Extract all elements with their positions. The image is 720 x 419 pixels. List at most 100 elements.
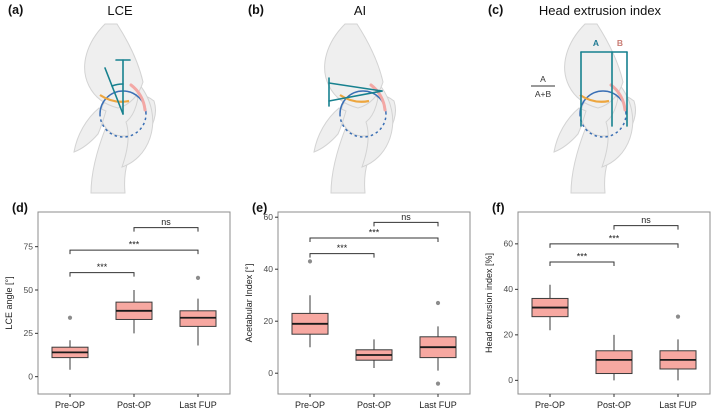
panel-c-tag: (c) [488, 3, 504, 17]
ai-measurement [328, 77, 383, 107]
y-tick-label: 0 [28, 371, 33, 381]
y-axis-title: Head extrusion index [%] [484, 253, 494, 353]
boxplot-head-extrusion: 0 20 40 60 Pre-OP Post-OP Last FUP Head extrusi… [484, 211, 711, 410]
significance-label: *** [577, 252, 588, 262]
panel-f-tag: (f) [492, 201, 505, 215]
x-tick-label: Post-OP [117, 400, 151, 410]
panel-b-title: AI [353, 3, 367, 18]
boxplot-acetabular-index: 0 20 40 60 Pre-OP Post-OP Last FUP Acetabular I… [244, 211, 471, 410]
significance-bracket [309, 253, 375, 258]
hei-measurement: A B [580, 38, 628, 127]
y-tick-label: 50 [24, 285, 34, 295]
head-circle-bottom [339, 113, 387, 138]
x-tick-label: Last FUP [179, 400, 217, 410]
ilium [324, 23, 384, 109]
lce-measurement [104, 59, 131, 115]
significance-bracket [373, 221, 439, 227]
hip-anatomy [553, 23, 636, 194]
y-axis-title: LCE angle [°] [4, 276, 14, 329]
top-row: (a) LCE [0, 0, 720, 200]
significance-label: *** [609, 233, 620, 243]
x-tick-label: Last FUP [419, 400, 457, 410]
x-tick-label: Last FUP [659, 400, 697, 410]
significance-label: *** [369, 228, 380, 238]
significance-label: ns [161, 217, 171, 227]
ilium [84, 23, 144, 109]
sourcil-line [579, 94, 610, 103]
significance-bracket [549, 243, 679, 248]
formula-denominator: A+B [535, 89, 552, 99]
hip-anatomy [73, 23, 156, 194]
outlier-point [435, 381, 441, 386]
pubis [313, 107, 347, 153]
x-tick-label: Pre-OP [535, 400, 565, 410]
significance-bracket [549, 261, 615, 267]
y-tick-label: 75 [24, 241, 34, 251]
outlier-point [435, 300, 441, 306]
y-tick-label: 40 [264, 264, 274, 274]
significance-bracket [309, 237, 439, 242]
y-axis-title: Acetabular Index [°] [244, 264, 254, 343]
bottom-row: (d) 0 25 50 75 Pre-OP Post-OP Last FUP LCE angl… [0, 200, 720, 419]
formula-numerator: A [540, 74, 546, 84]
panel-d: (d) 0 25 50 75 Pre-OP Post-OP Last FUP LCE angl… [0, 200, 240, 419]
significance-label: ns [401, 212, 411, 222]
segment-a-label: A [593, 38, 599, 48]
sourcil-line [99, 94, 130, 103]
significance-bracket [133, 227, 199, 232]
panel-a: (a) LCE [0, 0, 240, 200]
panel-f: (f) 0 20 40 60 Pre-OP Post-OP Last FUP Head ext… [480, 200, 720, 419]
y-tick-label: 0 [508, 375, 513, 385]
lce-angle-line [104, 67, 124, 115]
panel-e-tag: (e) [252, 201, 268, 215]
head-circle-bottom [579, 113, 627, 138]
box-Post-OP [595, 350, 633, 375]
lce-angle-arc [111, 83, 124, 87]
sourcil-line [339, 94, 370, 103]
panel-b-tag: (b) [248, 3, 264, 17]
y-tick-label: 20 [264, 316, 274, 326]
y-tick-label: 25 [24, 328, 34, 338]
significance-label: *** [129, 240, 140, 250]
panel-b: (b) AI [240, 0, 480, 200]
significance-bracket [69, 272, 135, 277]
acetabular-rim [609, 83, 627, 112]
y-tick-label: 60 [264, 212, 274, 222]
pubis [553, 107, 587, 153]
hip-diagram-hei: A B A A+B [531, 23, 636, 194]
hip-diagram-lce [73, 23, 156, 194]
panel-a-title: LCE [107, 3, 133, 18]
boxplot-lce-angle: 0 25 50 75 Pre-OP Post-OP Last FUP LCE angle [°… [4, 211, 231, 410]
hei-formula: A A+B [531, 74, 555, 99]
acetabular-rim [369, 83, 387, 112]
significance-label: ns [641, 215, 651, 225]
acetabular-rim [129, 83, 147, 112]
x-tick-label: Post-OP [597, 400, 631, 410]
hip-diagram-ai [313, 23, 396, 194]
x-tick-label: Post-OP [357, 400, 391, 410]
outlier-point [675, 314, 681, 319]
panel-d-tag: (d) [12, 201, 28, 215]
panel-a-tag: (a) [8, 3, 24, 17]
outlier-point [307, 259, 313, 264]
x-tick-label: Pre-OP [295, 400, 325, 410]
significance-label: *** [337, 243, 348, 253]
y-tick-label: 0 [268, 368, 273, 378]
panel-c: (c) Head extrusion index [480, 0, 720, 200]
significance-label: *** [97, 262, 108, 272]
significance-bracket [69, 249, 199, 255]
significance-bracket [613, 225, 679, 230]
y-tick-label: 20 [504, 330, 514, 340]
panel-e: (e) 0 20 40 60 Pre-OP Post-OP Last FUP Acetabul… [240, 200, 480, 419]
y-tick-label: 60 [504, 239, 514, 249]
segment-b-label: B [617, 38, 623, 48]
head-circle-bottom [99, 113, 147, 138]
outlier-point [195, 275, 201, 280]
ilium [564, 23, 624, 109]
panel-c-title: Head extrusion index [538, 3, 662, 18]
ai-horizontal-line [328, 82, 383, 92]
hip-anatomy [313, 23, 396, 194]
ai-roof-line [328, 90, 383, 102]
x-tick-label: Pre-OP [55, 400, 85, 410]
